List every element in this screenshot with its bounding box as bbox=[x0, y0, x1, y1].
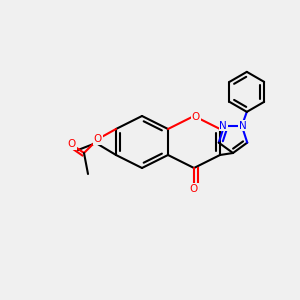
Text: N: N bbox=[219, 121, 227, 131]
Text: O: O bbox=[68, 139, 76, 149]
Text: O: O bbox=[94, 134, 102, 144]
Text: N: N bbox=[239, 121, 247, 131]
Text: O: O bbox=[190, 184, 198, 194]
Text: O: O bbox=[192, 112, 200, 122]
